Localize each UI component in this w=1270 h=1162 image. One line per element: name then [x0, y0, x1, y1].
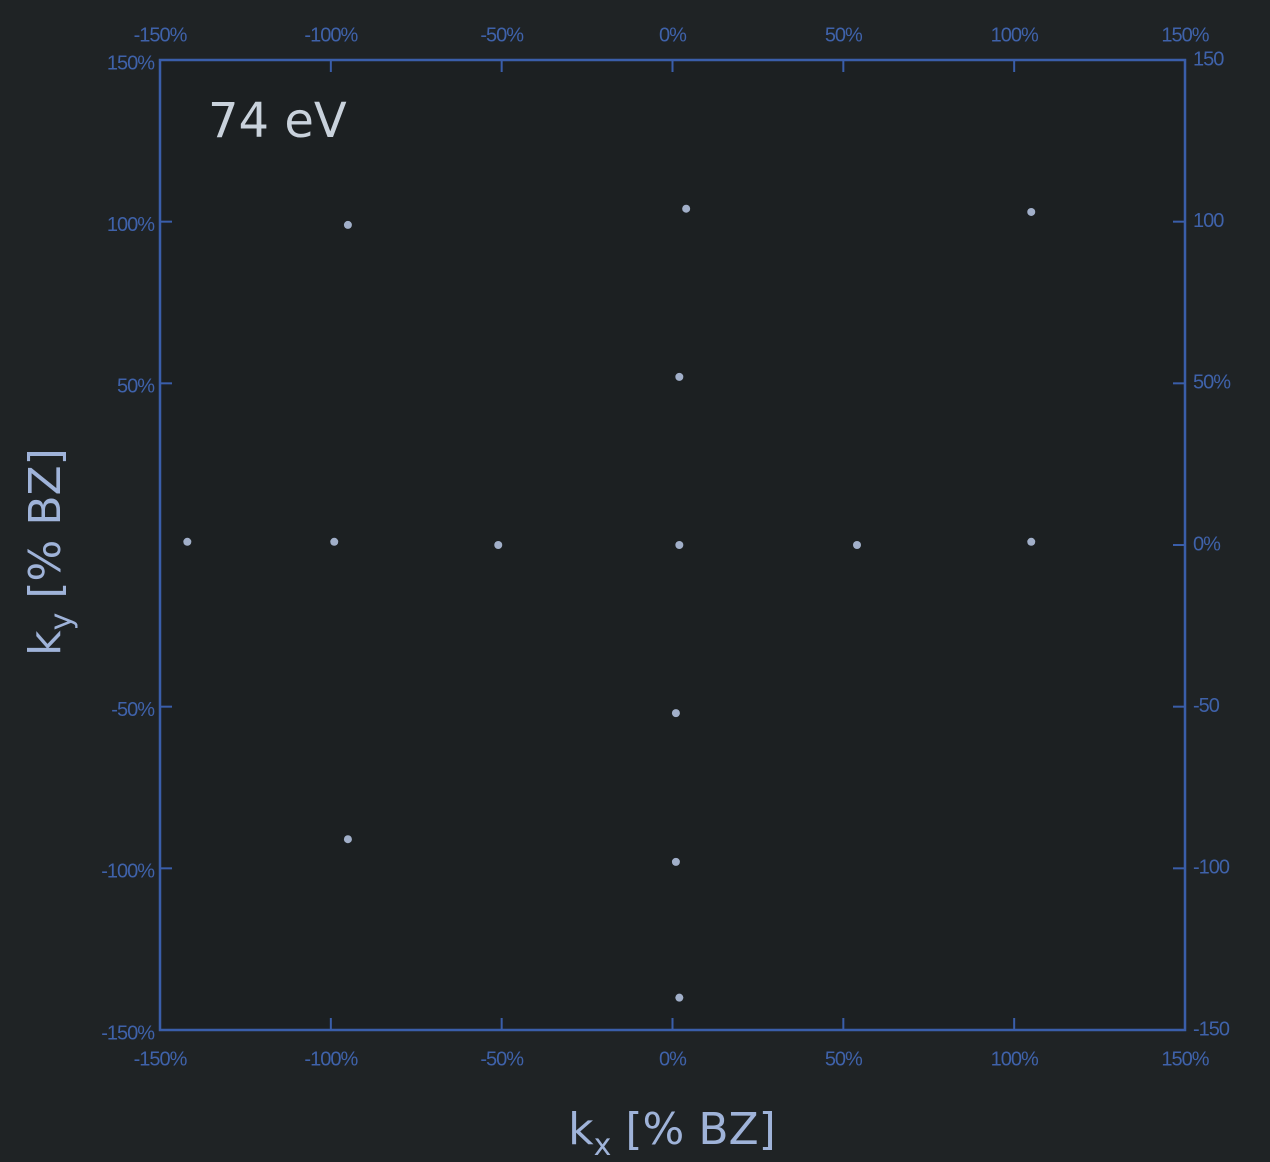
diffraction-spot — [672, 858, 680, 866]
annotation: 74 eV — [208, 93, 347, 149]
y2-tick-label: 100 — [1193, 210, 1224, 232]
x2-tick-label: 100% — [991, 24, 1039, 46]
x-tick-label: 50% — [825, 1048, 863, 1070]
x-tick-label: 0% — [659, 1048, 687, 1070]
diffraction-spot — [853, 541, 861, 549]
x-tick-label: 100% — [991, 1048, 1039, 1070]
y-tick-label: 50% — [117, 376, 155, 398]
diffraction-spot — [675, 994, 683, 1002]
diffraction-spot — [672, 709, 680, 717]
y-tick-label: -50% — [111, 699, 155, 721]
x2-tick-label: -150% — [134, 24, 188, 46]
y-label-subscript: y — [44, 613, 79, 631]
y-tick-label: -150% — [101, 1022, 155, 1044]
page: {"chart_data": { "type": "scatter", "ann… — [0, 0, 1270, 1162]
diffraction-spot — [1027, 538, 1035, 546]
chart: 74 eV kx[% BZ] ky[% BZ] -150%-100%-50%0%… — [0, 0, 1270, 1162]
diffraction-spot — [675, 373, 683, 381]
y-tick-label: 150% — [107, 52, 155, 74]
y-label-symbol: k — [20, 630, 71, 656]
diffraction-spot — [1027, 208, 1035, 216]
x2-tick-label: -50% — [480, 24, 524, 46]
y-tick-label: 100% — [107, 214, 155, 236]
diffraction-spot — [344, 835, 352, 843]
x2-tick-label: 0% — [659, 24, 687, 46]
diffraction-spot — [183, 538, 191, 546]
x-tick-label: -100% — [304, 1048, 358, 1070]
x2-tick-label: 150% — [1161, 24, 1209, 46]
diffraction-spot — [494, 541, 502, 549]
y2-tick-label: -100 — [1193, 857, 1230, 879]
x-tick-label: -150% — [134, 1048, 188, 1070]
y-tick-label: -100% — [101, 861, 155, 883]
y-label-unit: [% BZ] — [20, 448, 71, 598]
diffraction-spot — [330, 538, 338, 546]
y2-tick-label: 150 — [1193, 48, 1224, 70]
x-tick-label: -50% — [480, 1048, 524, 1070]
y2-tick-label: 0% — [1193, 533, 1221, 555]
diffraction-spot — [675, 541, 683, 549]
y2-tick-label: -50 — [1193, 695, 1220, 717]
diffraction-spot — [344, 221, 352, 229]
x2-tick-label: 50% — [825, 24, 863, 46]
y2-tick-label: 50% — [1193, 372, 1231, 394]
x-tick-label: 150% — [1161, 1048, 1209, 1070]
y2-tick-label: -150 — [1193, 1018, 1230, 1040]
diffraction-spot — [682, 205, 690, 213]
x-label-subscript: x — [594, 1128, 612, 1162]
x-label-unit: [% BZ] — [625, 1104, 775, 1155]
x-label-symbol: k — [568, 1104, 594, 1155]
x2-tick-label: -100% — [304, 24, 358, 46]
